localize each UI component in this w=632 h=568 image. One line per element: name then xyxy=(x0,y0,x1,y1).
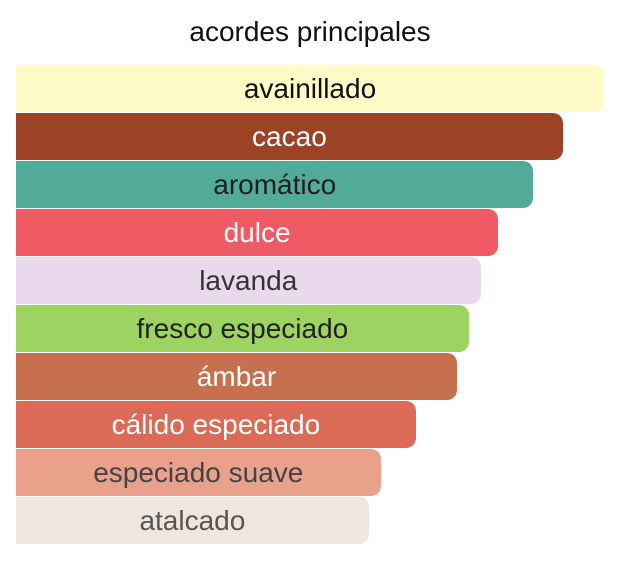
bar-label: ámbar xyxy=(196,361,277,392)
bar-6: ámbar xyxy=(16,353,457,400)
bar-1: cacao xyxy=(16,113,563,160)
bar-label: especiado suave xyxy=(93,457,304,488)
bar-label: lavanda xyxy=(199,265,298,296)
bar-label: avainillado xyxy=(243,73,377,104)
bar-2: aromático xyxy=(16,161,534,208)
bar-9: atalcado xyxy=(16,497,369,544)
bar-4: lavanda xyxy=(16,257,481,304)
bars-area: avainillado cacao aromático dulce lavanda fre… xyxy=(16,65,616,555)
bar-3: dulce xyxy=(16,209,499,256)
chart-title: acordes principales xyxy=(189,16,431,47)
bar-label: atalcado xyxy=(139,505,246,536)
bar-label: aromático xyxy=(213,169,337,200)
bar-label: cálido especiado xyxy=(111,409,321,440)
bar-label: cacao xyxy=(252,121,327,152)
bar-label: dulce xyxy=(223,217,291,248)
bar-5: fresco especiado xyxy=(16,305,469,352)
bar-7: cálido especiado xyxy=(16,401,416,448)
bar-label: fresco especiado xyxy=(136,313,349,344)
bar-8: especiado suave xyxy=(16,449,381,496)
bar-0: avainillado xyxy=(16,65,604,112)
